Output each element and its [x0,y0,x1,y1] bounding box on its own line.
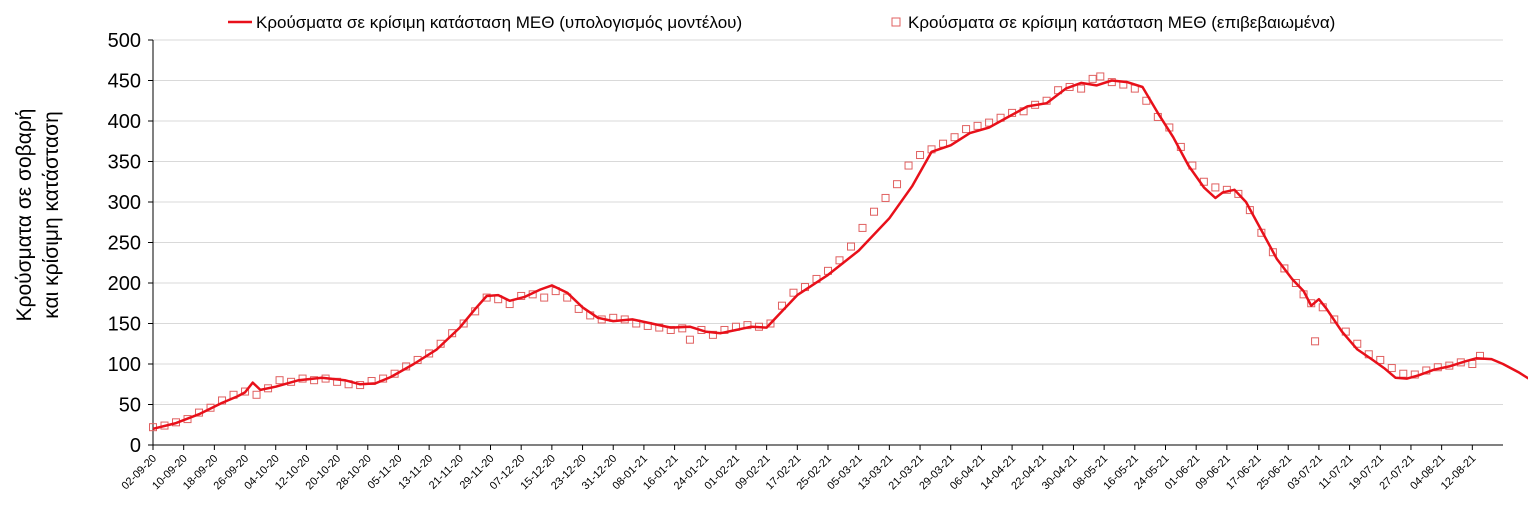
confirmed-markers [149,72,1484,432]
confirmed-point [962,125,971,134]
confirmed-point [870,207,879,216]
model-line [152,79,1528,431]
y-tick-label: 200 [108,273,141,295]
confirmed-point [482,293,491,302]
y-tick-label: 500 [108,30,141,52]
y-tick-labels: 0 50 100 150 200 250 300 350 400 450 500 [108,30,153,457]
y-tick-label: 400 [108,111,141,133]
legend-label-model: Κρούσματα σε κρίσιμη κατάσταση ΜΕΘ (υπολ… [256,13,742,32]
y-tick-label: 300 [108,192,141,214]
confirmed-point [950,133,959,142]
y-axis-label-line1: Κρούσματα σε σοβαρή [13,109,36,322]
confirmed-point [1234,189,1243,198]
x-tick-labels: 02-09-2010-09-2018-09-2026-09-2004-10-20… [119,445,1478,492]
confirmed-point [252,390,261,399]
y-tick-label: 100 [108,354,141,376]
confirmed-point [835,256,844,265]
y-tick-label: 50 [119,395,141,417]
confirmed-point [1268,248,1277,257]
y-tick-label: 0 [130,435,141,457]
confirmed-point [916,151,925,160]
legend-swatch-confirmed [891,17,901,27]
confirmed-point [1280,264,1289,273]
confirmed-point [973,121,982,130]
confirmed-point [1077,84,1086,93]
y-axis-label-line2: και κρίσιμη κατάσταση [40,111,63,319]
confirmed-point [904,161,913,170]
confirmed-point [766,319,775,328]
confirmed-point [1291,279,1300,287]
confirmed-point [685,335,694,344]
y-tick-label: 150 [108,314,141,336]
legend: Κρούσματα σε κρίσιμη κατάσταση ΜΕΘ (υπολ… [228,13,1335,32]
confirmed-point [540,293,549,302]
y-tick-label: 350 [108,152,141,174]
confirmed-point [1387,364,1396,373]
confirmed-point [789,288,798,297]
confirmed-point [1311,337,1320,346]
confirmed-point [1096,72,1105,81]
confirmed-point [881,193,890,202]
confirmed-point [777,301,786,310]
confirmed-point [1376,355,1385,364]
confirmed-point [1399,369,1408,378]
y-tick-label: 450 [108,71,141,93]
model-line-layer [152,79,1528,431]
confirmed-point [858,223,867,232]
confirmed-point [241,387,250,396]
confirmed-point [574,304,583,313]
confirmed-point [459,319,468,328]
confirmed-point [847,242,856,251]
confirmed-point [1330,315,1339,324]
legend-label-confirmed: Κρούσματα σε κρίσιμη κατάσταση ΜΕΘ (επιβ… [908,13,1335,32]
confirmed-point [893,180,902,189]
y-tick-label: 250 [108,233,141,255]
confirmed-point [1211,183,1220,192]
y-axis-label: Κρούσματα σε σοβαρή και κρίσιμη κατάστασ… [13,109,63,322]
grid-lines [153,39,1503,405]
confirmed-point [1088,74,1097,83]
confirmed-point [275,376,284,385]
